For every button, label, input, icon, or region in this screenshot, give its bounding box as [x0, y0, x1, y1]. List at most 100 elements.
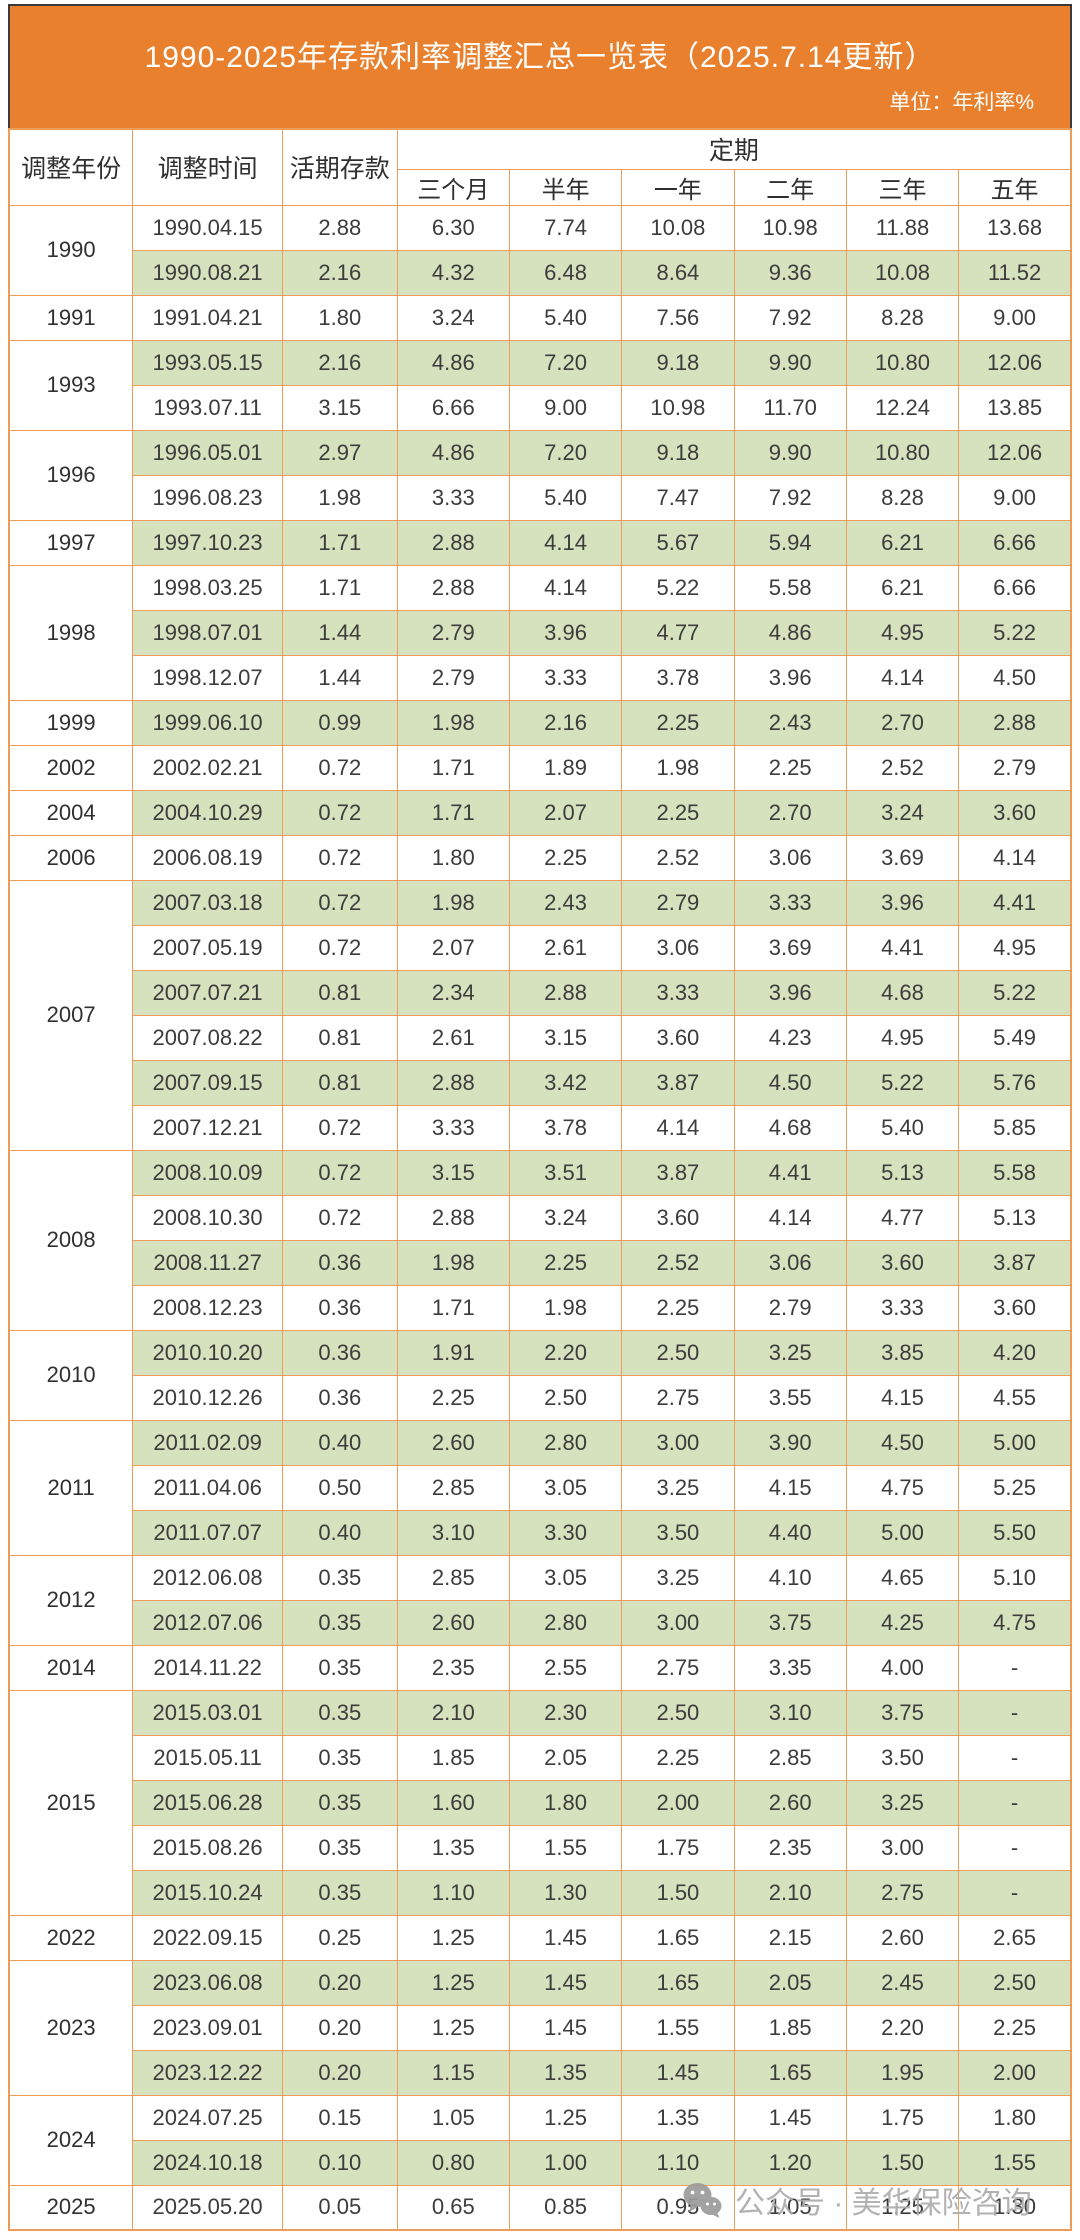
- rate-cell: 2.85: [396, 1464, 510, 1511]
- adjust-date-cell: 1999.06.10: [132, 699, 283, 746]
- rate-cell: 5.13: [958, 1194, 1072, 1241]
- rate-cell: 2.79: [396, 609, 510, 656]
- rate-cell: 2.97: [281, 429, 398, 476]
- table-row: 2002 2002.02.21 0.72 1.71 1.89 1.98 2.25 2.52 2.…: [8, 744, 1072, 791]
- table-row: 2015.10.24 0.35 1.10 1.30 1.50 2.10 2.75-: [9, 1869, 1072, 1916]
- rate-cell: 1.98: [621, 744, 735, 791]
- rate-cell: 1.71: [396, 1284, 510, 1331]
- rate-cell: 5.13: [845, 1149, 960, 1196]
- rate-cell: 1.45: [733, 2094, 847, 2141]
- rate-cell: 0.81: [281, 969, 398, 1016]
- adjust-date-cell: 2024.07.25: [132, 2094, 283, 2141]
- adjust-date-cell: 2008.10.09: [132, 1149, 283, 1196]
- rate-cell: 1.71: [281, 564, 398, 611]
- rate-cell: 3.69: [733, 924, 847, 971]
- rate-cell: 2.79: [733, 1284, 847, 1331]
- table-row: 2012.07.06 0.35 2.60 2.80 3.00 3.75 4.25 4.75: [9, 1599, 1072, 1646]
- rate-cell: 2.16: [281, 339, 398, 386]
- rate-cell: 0.35: [281, 1734, 398, 1781]
- rate-cell: 4.86: [733, 609, 847, 656]
- rate-cell: 10.08: [621, 204, 735, 251]
- year-cell: 2006: [8, 834, 134, 881]
- rate-cell: 4.95: [845, 1014, 960, 1061]
- rate-cell: 4.23: [733, 1014, 847, 1061]
- rate-cell: 10.98: [621, 384, 735, 431]
- table-row: 1996 1996.05.01 2.97 4.86 7.20 9.18 9.90 10.80 1…: [8, 429, 1072, 521]
- rate-cell: 1.05: [396, 2094, 510, 2141]
- rate-cell: 1.25: [396, 2004, 510, 2051]
- rate-cell: 3.87: [958, 1239, 1072, 1286]
- rate-cell: 8.28: [845, 474, 960, 521]
- table-row: 2011.04.06 0.50 2.85 3.05 3.25 4.15 4.75 5.25: [9, 1464, 1072, 1511]
- rate-cell: 1.50: [621, 1869, 735, 1916]
- rate-cell: 2.60: [396, 1419, 510, 1466]
- adjust-date-cell: 2007.12.21: [132, 1104, 283, 1151]
- rate-cell: 0.81: [281, 1014, 398, 1061]
- rate-cell: 0.20: [281, 2049, 398, 2096]
- rate-cell: 4.40: [733, 1509, 847, 1556]
- rate-cell: 2.79: [958, 744, 1072, 791]
- rate-cell: 1.30: [958, 2184, 1072, 2231]
- rate-cell: 1.71: [396, 789, 510, 836]
- rate-cell: 2.25: [621, 789, 735, 836]
- year-cell: 2014: [8, 1644, 134, 1691]
- header-banner: 1990-2025年存款利率调整汇总一览表（2025.7.14更新） 单位：年利…: [8, 4, 1072, 128]
- adjust-date-cell: 2015.03.01: [132, 1689, 283, 1736]
- rate-cell: 1.95: [845, 2049, 960, 2096]
- rate-cell: 4.14: [621, 1104, 735, 1151]
- rate-cell: 6.66: [958, 519, 1072, 566]
- table-row: 2023.09.01 0.20 1.25 1.45 1.55 1.85 2.20 2.25: [9, 2004, 1072, 2051]
- rate-cell: 3.06: [733, 1239, 847, 1286]
- adjust-date-cell: 2011.02.09: [132, 1419, 283, 1466]
- rate-cell: 5.76: [958, 1059, 1072, 1106]
- year-cell: 2024: [8, 2094, 134, 2186]
- adjust-date-cell: 2004.10.29: [132, 789, 283, 836]
- adjust-date-cell: 2007.07.21: [132, 969, 283, 1016]
- adjust-date-cell: 2002.02.21: [132, 744, 283, 791]
- rate-cell: 4.50: [958, 654, 1072, 701]
- adjust-date-cell: 2015.08.26: [132, 1824, 283, 1871]
- adjust-date-cell: 1993.05.15: [132, 339, 283, 386]
- rate-cell: 2.25: [396, 1374, 510, 1421]
- rate-cell: 1.20: [733, 2139, 847, 2186]
- rate-cell: 2.45: [845, 1959, 960, 2006]
- rate-cell: -: [958, 1779, 1072, 1826]
- year-cell: 1996: [8, 429, 134, 521]
- table-row: 2015.06.28 0.35 1.60 1.80 2.00 2.60 3.25-: [9, 1779, 1072, 1826]
- rate-cell: 2.85: [396, 1554, 510, 1601]
- table-row: 1998 1998.03.25 1.71 2.88 4.14 5.22 5.58 6.21 6.…: [8, 564, 1072, 701]
- rate-cell: 2.79: [396, 654, 510, 701]
- rate-cell: 0.72: [281, 924, 398, 971]
- rate-cell: 6.66: [958, 564, 1072, 611]
- col-header-fixed-deposit: 定期: [396, 128, 1072, 170]
- rate-cell: 11.70: [733, 384, 847, 431]
- rate-cell: 3.60: [958, 789, 1072, 836]
- rate-cell: 2.16: [281, 249, 398, 296]
- rate-cell: 2.80: [508, 1599, 623, 1646]
- rate-cell: 4.75: [845, 1464, 960, 1511]
- col-header-demand-deposit: 活期存款: [281, 128, 398, 206]
- rate-cell: 3.96: [845, 879, 960, 926]
- rate-cell: 0.05: [281, 2184, 398, 2231]
- rate-cell: 4.86: [396, 339, 510, 386]
- rate-cell: 2.10: [396, 1689, 510, 1736]
- table-row: 2022 2022.09.15 0.25 1.25 1.45 1.65 2.15 2.60 2.…: [8, 1914, 1072, 1961]
- rate-cell: 1.45: [508, 1914, 623, 1961]
- rate-cell: 6.30: [396, 204, 510, 251]
- rate-cell: 3.05: [508, 1464, 623, 1511]
- rate-cell: 4.95: [958, 924, 1072, 971]
- rate-cell: 10.98: [733, 204, 847, 251]
- adjust-date-cell: 1997.10.23: [132, 519, 283, 566]
- adjust-date-cell: 1998.12.07: [132, 654, 283, 701]
- rate-cell: 5.40: [508, 294, 623, 341]
- rate-cell: 4.41: [845, 924, 960, 971]
- rate-cell: 3.78: [508, 1104, 623, 1151]
- rate-cell: 2.55: [508, 1644, 623, 1691]
- table-row: 2007.08.22 0.81 2.61 3.15 3.60 4.23 4.95 5.49: [9, 1014, 1072, 1061]
- table-row: 2007.12.21 0.72 3.33 3.78 4.14 4.68 5.40 5.85: [9, 1104, 1072, 1151]
- rate-cell: 5.85: [958, 1104, 1072, 1151]
- rate-cell: 3.75: [733, 1599, 847, 1646]
- rate-cell: 5.58: [958, 1149, 1072, 1196]
- table-row: 2011.07.07 0.40 3.10 3.30 3.50 4.40 5.00 5.50: [9, 1509, 1072, 1556]
- table-row: 2007.07.21 0.81 2.34 2.88 3.33 3.96 4.68 5.22: [9, 969, 1072, 1016]
